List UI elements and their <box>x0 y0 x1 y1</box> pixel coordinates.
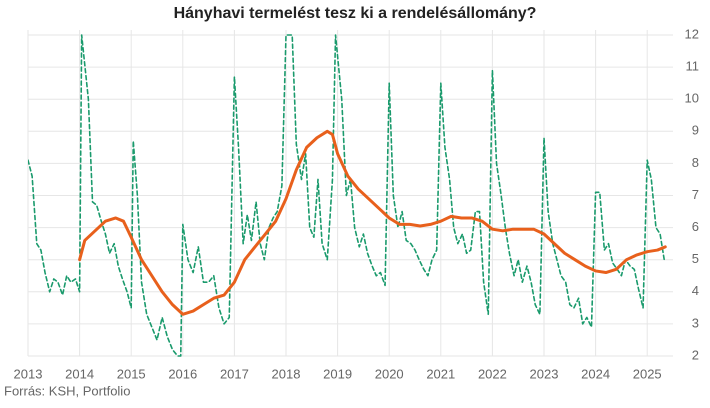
data-line <box>28 34 666 357</box>
data-line <box>78 129 667 316</box>
grid <box>27 30 673 357</box>
x-tick-label: 2025 <box>633 366 662 381</box>
y-tick-label: 8 <box>692 155 699 170</box>
y-tick-label: 5 <box>692 251 699 266</box>
x-tick-label: 2013 <box>14 366 43 381</box>
y-tick-label: 10 <box>685 91 699 106</box>
x-tick-label: 2024 <box>581 366 610 381</box>
y-tick-label: 7 <box>692 187 699 202</box>
y-tick-label: 9 <box>692 123 699 138</box>
x-tick-label: 2020 <box>375 366 404 381</box>
y-tick-label: 2 <box>692 347 699 362</box>
plot-area <box>28 34 667 357</box>
x-tick-label: 2021 <box>426 366 455 381</box>
y-tick-label: 4 <box>692 283 699 298</box>
x-tick-label: 2022 <box>478 366 507 381</box>
chart-title: Hányhavi termelést tesz ki a rendelésáll… <box>174 5 537 22</box>
x-tick-label: 2016 <box>168 366 197 381</box>
x-tick-label: 2019 <box>323 366 352 381</box>
x-tick-label: 2014 <box>65 366 94 381</box>
y-tick-label: 3 <box>692 315 699 330</box>
x-tick-label: 2023 <box>530 366 559 381</box>
y-tick-label: 12 <box>685 26 699 41</box>
x-tick-label: 2017 <box>220 366 249 381</box>
x-tick-label: 2015 <box>117 366 146 381</box>
y-tick-label: 11 <box>686 59 700 74</box>
x-tick-label: 2018 <box>272 366 301 381</box>
y-tick-label: 6 <box>692 219 699 234</box>
source: Forrás: KSH, Portfolio <box>4 383 130 398</box>
